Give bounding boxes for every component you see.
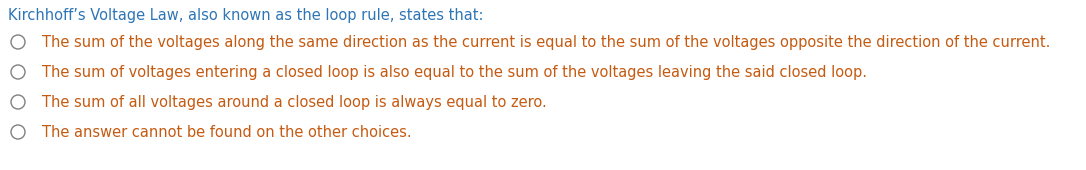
Text: The sum of voltages entering a closed loop is also equal to the sum of the volta: The sum of voltages entering a closed lo… bbox=[42, 65, 867, 80]
Text: The sum of all voltages around a closed loop is always equal to zero.: The sum of all voltages around a closed … bbox=[42, 95, 546, 110]
Text: Kirchhoff’s Voltage Law, also known as the loop rule, states that:: Kirchhoff’s Voltage Law, also known as t… bbox=[8, 8, 483, 23]
Text: The sum of the voltages along the same direction as the current is equal to the : The sum of the voltages along the same d… bbox=[42, 35, 1050, 50]
Text: The answer cannot be found on the other choices.: The answer cannot be found on the other … bbox=[42, 125, 412, 140]
